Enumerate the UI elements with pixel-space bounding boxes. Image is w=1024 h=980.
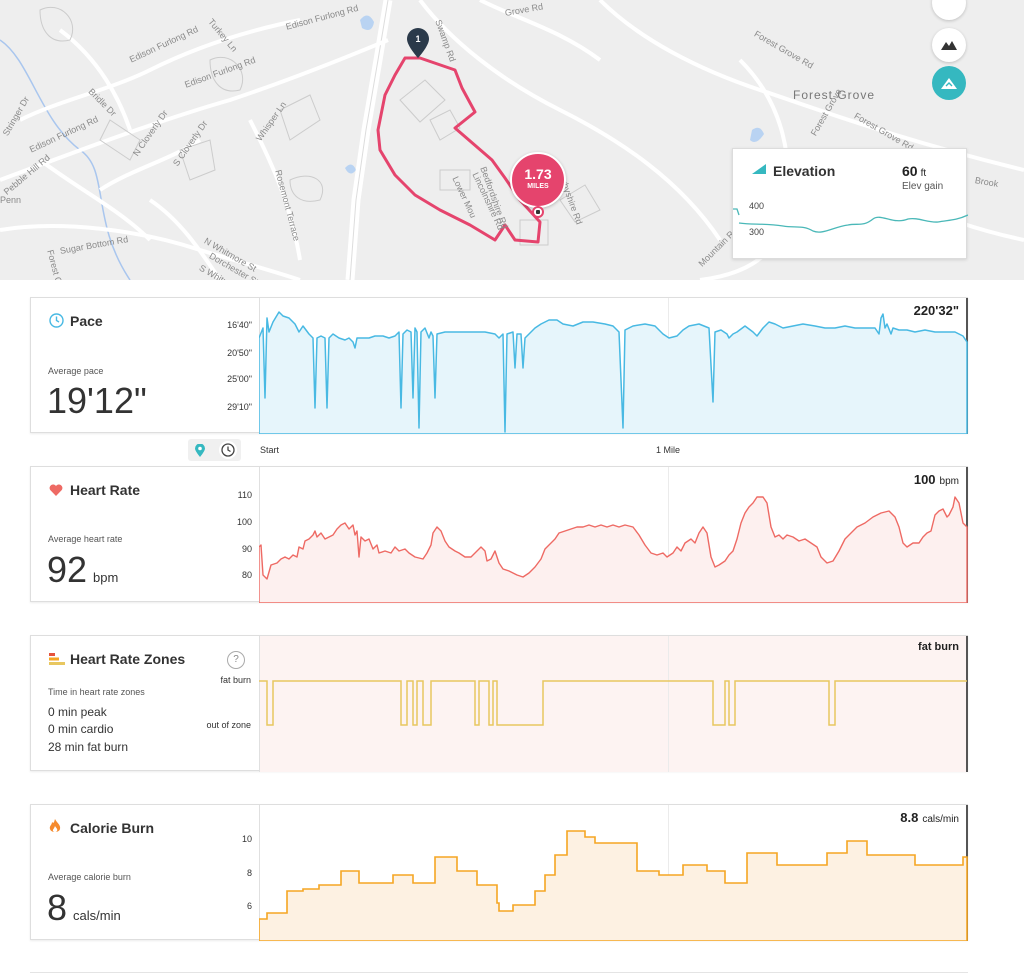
elevation-tick-400: 400 bbox=[749, 201, 765, 211]
calorie-average: 8 cals/min bbox=[47, 887, 121, 928]
heart-rate-tick-110: 110 bbox=[237, 490, 252, 500]
pace-summary: 220'32" bbox=[913, 303, 959, 318]
zones-summary: fat burn bbox=[918, 641, 959, 653]
heart-rate-zones-panel[interactable]: Heart Rate Zones ? Time in heart rate zo… bbox=[30, 635, 969, 772]
end-marker-icon bbox=[532, 206, 544, 218]
chart-x-axis: Start 1 Mile bbox=[0, 437, 1024, 463]
pace-title: Pace bbox=[70, 313, 103, 329]
calorie-tick-10: 10 bbox=[241, 834, 252, 844]
zone-tick-fat-burn: fat burn bbox=[220, 675, 251, 685]
elevation-card[interactable]: Elevation 60 ft Elev gain 400 300 bbox=[732, 148, 968, 259]
heart-rate-summary: 100 bpm bbox=[913, 472, 959, 487]
route-view-button[interactable] bbox=[932, 66, 966, 100]
distance-marker[interactable]: 1.73 MILES bbox=[510, 152, 568, 222]
zone-fat-burn-time: 28 min fat burn bbox=[48, 740, 129, 754]
calorie-burn-panel[interactable]: Calorie Burn Average calorie burn 8 cals/… bbox=[30, 804, 969, 941]
pace-panel[interactable]: Pace Average pace 19'12" 16'40" 20'50" 2… bbox=[30, 297, 969, 434]
heart-rate-panel[interactable]: Heart Rate Average heart rate 92 bpm 110 … bbox=[30, 466, 969, 603]
calorie-burn-chart[interactable] bbox=[259, 805, 969, 941]
place-label-forest-grove: Forest Grove bbox=[793, 88, 876, 102]
pace-average-label: Average pace bbox=[48, 366, 104, 376]
axis-mode-toggle[interactable] bbox=[188, 439, 241, 461]
distance-badge: 1.73 MILES bbox=[510, 152, 566, 208]
route-map[interactable]: Turkey Ln Edison Furlong Rd Edison Furlong… bbox=[0, 0, 1024, 280]
mountain-icon bbox=[941, 41, 957, 50]
axis-start-label: Start bbox=[260, 445, 280, 455]
heart-rate-title: Heart Rate bbox=[70, 482, 141, 498]
help-icon[interactable]: ? bbox=[227, 651, 245, 669]
zone-peak-time: 0 min peak bbox=[48, 705, 107, 719]
calorie-tick-6: 6 bbox=[246, 901, 252, 911]
pace-tick-2: 20'50" bbox=[227, 348, 252, 358]
flame-icon bbox=[49, 819, 61, 833]
route-path bbox=[376, 56, 542, 244]
elevation-title: Elevation bbox=[773, 163, 836, 179]
heart-icon bbox=[49, 484, 63, 496]
heart-rate-average-label: Average heart rate bbox=[48, 534, 123, 544]
pace-tick-4: 29'10" bbox=[227, 402, 252, 412]
heart-rate-tick-90: 90 bbox=[241, 544, 252, 554]
start-marker-icon[interactable]: 1 bbox=[405, 28, 431, 60]
zones-label: Time in heart rate zones bbox=[48, 687, 145, 697]
elevation-tick-300: 300 bbox=[749, 227, 765, 237]
pace-tick-3: 25'00" bbox=[227, 374, 252, 384]
distance-value: 1.73 bbox=[524, 166, 552, 182]
compass-button[interactable] bbox=[932, 0, 966, 20]
elevation-gain-label: Elev gain bbox=[902, 181, 944, 192]
zone-tick-out-of-zone: out of zone bbox=[206, 720, 251, 730]
bottom-divider bbox=[30, 972, 968, 973]
clock-icon bbox=[221, 443, 235, 457]
axis-mile-label: 1 Mile bbox=[656, 445, 681, 455]
clock-icon bbox=[49, 313, 64, 328]
calorie-tick-8: 8 bbox=[246, 868, 252, 878]
elevation-chart bbox=[733, 208, 968, 233]
location-pin-icon bbox=[195, 443, 205, 457]
pace-average-value: 19'12" bbox=[47, 380, 147, 421]
calorie-summary: 8.8 cals/min bbox=[900, 810, 959, 825]
heart-rate-tick-80: 80 bbox=[241, 570, 252, 580]
calorie-burn-title: Calorie Burn bbox=[70, 820, 155, 836]
distance-unit: MILES bbox=[527, 183, 549, 190]
road-label: Penn bbox=[0, 195, 22, 205]
mountain-route-icon bbox=[941, 78, 957, 89]
elevation-gain: 60 ft bbox=[902, 163, 927, 179]
terrain-view-button[interactable] bbox=[932, 28, 966, 62]
heart-rate-zones-title: Heart Rate Zones bbox=[70, 651, 186, 667]
heart-rate-chart[interactable] bbox=[259, 467, 969, 603]
zones-bars-icon bbox=[49, 653, 65, 665]
heart-rate-average: 92 bpm bbox=[47, 549, 119, 590]
pace-tick-1: 16'40" bbox=[227, 320, 252, 330]
calorie-average-label: Average calorie burn bbox=[48, 872, 131, 882]
distance-axis-button[interactable] bbox=[191, 441, 209, 459]
start-marker-number: 1 bbox=[415, 34, 420, 44]
zone-cardio-time: 0 min cardio bbox=[48, 722, 114, 736]
pace-chart[interactable] bbox=[259, 298, 969, 434]
heart-rate-tick-100: 100 bbox=[236, 517, 252, 527]
time-axis-button[interactable] bbox=[219, 441, 237, 459]
heart-rate-zones-chart[interactable] bbox=[259, 636, 969, 772]
elevation-icon bbox=[752, 164, 766, 174]
